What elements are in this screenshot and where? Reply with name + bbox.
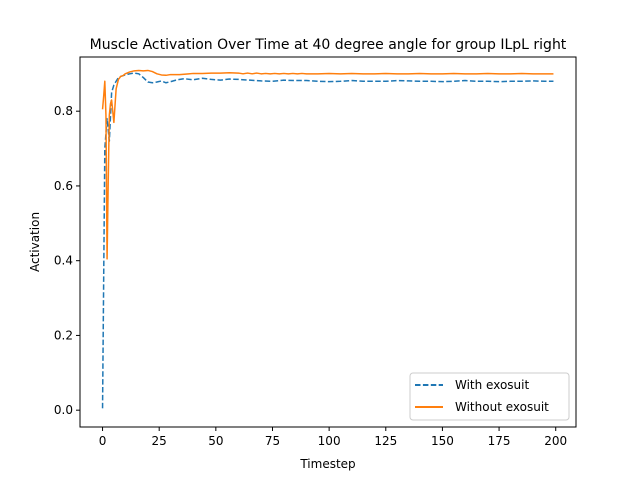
x-tick-label: 125 bbox=[374, 434, 397, 448]
x-tick-label: 175 bbox=[488, 434, 511, 448]
x-axis-ticks: 0 25 50 75 100 125 150 175 200 bbox=[99, 427, 567, 448]
x-tick-label: 150 bbox=[431, 434, 454, 448]
x-tick-label: 50 bbox=[208, 434, 223, 448]
x-axis-label: Timestep bbox=[299, 457, 355, 471]
legend-box bbox=[409, 372, 570, 421]
chart-title: Muscle Activation Over Time at 40 degree… bbox=[90, 37, 567, 53]
y-tick-label: 0.0 bbox=[54, 403, 73, 417]
legend-label-without-exosuit: Without exosuit bbox=[455, 400, 549, 414]
y-axis-label: Activation bbox=[28, 212, 42, 272]
legend-label-with-exosuit: With exosuit bbox=[455, 378, 529, 392]
legend: With exosuit Without exosuit bbox=[409, 372, 570, 421]
y-tick-label: 0.2 bbox=[54, 328, 73, 342]
plot-lines bbox=[101, 69, 554, 409]
y-axis-ticks: 0.0 0.2 0.4 0.6 0.8 bbox=[54, 104, 80, 417]
y-tick-label: 0.4 bbox=[54, 254, 73, 268]
axes-frame bbox=[79, 56, 577, 428]
x-tick-label: 0 bbox=[99, 434, 107, 448]
x-tick-label: 100 bbox=[318, 434, 341, 448]
x-tick-label: 25 bbox=[152, 434, 167, 448]
y-tick-label: 0.8 bbox=[54, 104, 73, 118]
y-tick-label: 0.6 bbox=[54, 179, 73, 193]
x-tick-label: 200 bbox=[544, 434, 567, 448]
x-tick-label: 75 bbox=[265, 434, 280, 448]
series-line-without-exosuit bbox=[101, 69, 554, 260]
